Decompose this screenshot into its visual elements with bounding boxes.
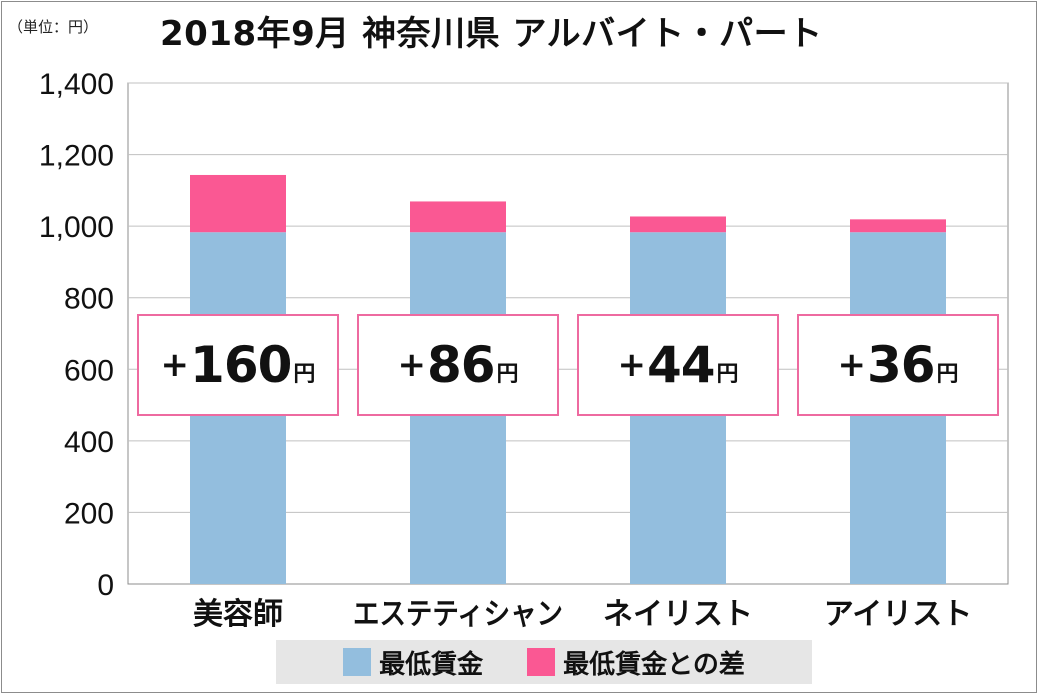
- diff-label-box: +36 円: [797, 314, 999, 416]
- bar-diff: [850, 219, 946, 233]
- diff-sign: +: [617, 345, 646, 385]
- chart-title: 2018年9月 神奈川県 アルバイト・パート: [160, 14, 823, 54]
- x-category-label: アイリスト: [824, 597, 973, 632]
- diff-label-box: +160 円: [137, 314, 339, 416]
- diff-value: 44: [646, 336, 716, 394]
- diff-value: 86: [426, 336, 496, 394]
- y-tick-label: 400: [64, 426, 114, 459]
- y-tick-label: 1,000: [39, 211, 114, 244]
- legend-item-base: 最低賃金: [343, 644, 483, 681]
- diff-unit: 円: [716, 362, 739, 387]
- unit-label: （単位：円）: [8, 18, 99, 36]
- diff-unit: 円: [936, 362, 959, 387]
- legend-item-diff: 最低賃金との差: [527, 644, 745, 681]
- diff-sign: +: [397, 345, 426, 385]
- y-tick-label: 200: [64, 497, 114, 530]
- y-tick-label: 0: [97, 569, 114, 602]
- diff-label-box: +86 円: [357, 314, 559, 416]
- legend-label-diff: 最低賃金との差: [563, 649, 745, 680]
- bar-diff: [630, 216, 726, 233]
- diff-label-box: +44 円: [577, 314, 779, 416]
- diff-value: 160: [190, 336, 292, 394]
- y-tick-label: 1,400: [39, 68, 114, 101]
- diff-sign: +: [837, 345, 866, 385]
- chart-legend: 最低賃金 最低賃金との差: [276, 640, 812, 684]
- x-category-label: ネイリスト: [603, 597, 753, 632]
- diff-value: 36: [866, 336, 936, 394]
- x-category-label: 美容師: [193, 597, 283, 632]
- y-tick-label: 600: [64, 354, 114, 387]
- diff-unit: 円: [293, 362, 316, 387]
- diff-sign: +: [160, 345, 190, 385]
- legend-swatch-base: [343, 648, 372, 676]
- diff-unit: 円: [496, 362, 519, 387]
- legend-label-base: 最低賃金: [379, 649, 484, 680]
- bar-diff: [190, 174, 286, 233]
- x-category-label: エステティシャン: [353, 597, 563, 632]
- bar-diff: [410, 201, 506, 233]
- legend-swatch-diff: [527, 648, 556, 676]
- y-tick-label: 800: [64, 283, 114, 316]
- y-tick-label: 1,200: [39, 140, 114, 173]
